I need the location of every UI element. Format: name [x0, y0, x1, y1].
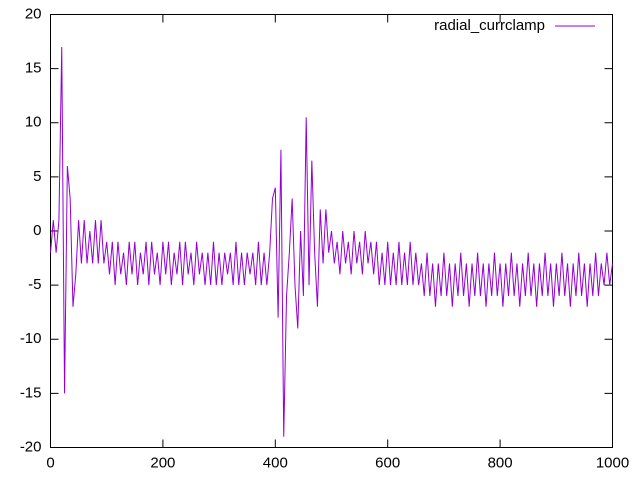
x-tick-label: 400 [263, 454, 288, 471]
y-tick-label: -10 [20, 330, 42, 347]
y-tick-label: 10 [25, 114, 42, 131]
y-tick-label: 20 [25, 5, 42, 22]
y-tick-label: 5 [33, 168, 41, 185]
y-tick-label: -5 [28, 276, 41, 293]
x-tick-label: 800 [488, 454, 513, 471]
y-tick-label: 0 [33, 222, 41, 239]
data-line [50, 46, 613, 437]
y-tick-label: -15 [20, 384, 42, 401]
x-tick-label: 600 [375, 454, 400, 471]
x-tick-label: 1000 [596, 454, 629, 471]
x-tick-label: 0 [46, 454, 54, 471]
legend-label: radial_currclamp [434, 17, 545, 34]
x-tick-label: 200 [150, 454, 175, 471]
y-tick-label: 15 [25, 60, 42, 77]
y-tick-label: -20 [20, 438, 42, 455]
